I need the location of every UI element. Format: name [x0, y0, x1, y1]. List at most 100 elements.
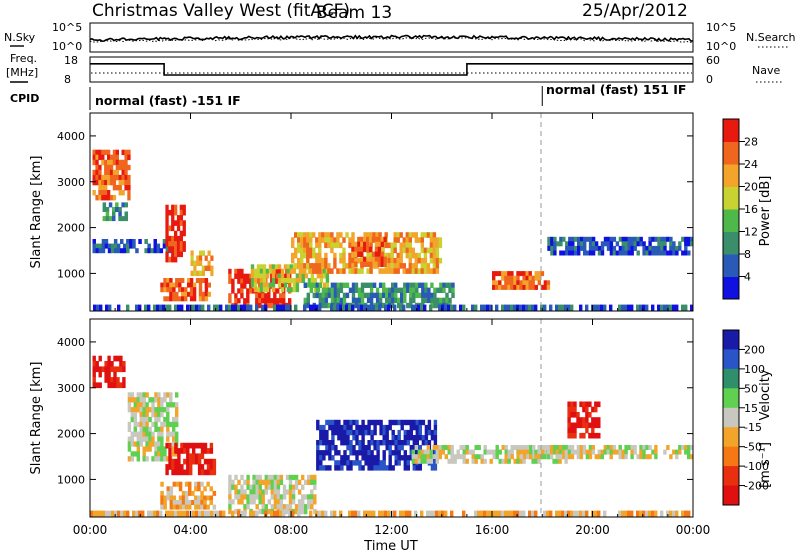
velocity-cell — [483, 510, 487, 518]
power-cell — [285, 304, 289, 312]
power-cell — [201, 278, 206, 283]
velocity-cell — [510, 454, 514, 460]
velocity-cell — [412, 465, 416, 471]
power-cell — [92, 239, 96, 244]
power-cell — [420, 237, 424, 243]
velocity-cell — [495, 449, 499, 455]
power-cell — [250, 282, 255, 288]
power-cell — [377, 246, 381, 253]
power-cell — [516, 304, 520, 312]
velocity-cell — [304, 504, 308, 510]
power-cell — [107, 149, 111, 156]
velocity-cell — [246, 504, 250, 510]
velocity-cell — [346, 435, 350, 441]
power-cell — [327, 263, 331, 269]
velocity-cell — [243, 504, 247, 510]
power-cell — [126, 304, 130, 312]
velocity-cell — [136, 421, 140, 428]
power-cell — [354, 251, 358, 257]
velocity-cell — [160, 436, 164, 442]
velocity-cell — [291, 494, 296, 500]
power-cell — [150, 248, 154, 254]
power-cell — [107, 195, 111, 201]
power-cell — [603, 236, 608, 242]
velocity-cell — [228, 494, 232, 500]
velocity-cell — [163, 421, 167, 428]
power-cell — [429, 242, 434, 249]
velocity-cell — [237, 499, 241, 505]
power-cell — [262, 264, 267, 270]
velocity-cell — [325, 429, 329, 436]
velocity-region — [567, 401, 601, 439]
velocity-cell — [174, 510, 178, 518]
power-cell — [333, 292, 338, 299]
power-cell — [201, 304, 205, 312]
power-cell — [374, 241, 379, 248]
velocity-cell — [633, 445, 637, 450]
velocity-cell — [406, 440, 410, 446]
power-cell — [339, 268, 343, 274]
velocity-cell — [340, 455, 344, 461]
power-cell — [172, 282, 176, 288]
velocity-cell — [160, 451, 164, 457]
power-cell — [394, 287, 398, 293]
power-cell — [597, 250, 602, 256]
velocity-cell — [148, 436, 152, 442]
power-cell — [565, 241, 569, 247]
power-cell — [153, 304, 157, 312]
velocity-cell — [178, 504, 183, 510]
velocity-cell — [532, 445, 536, 450]
power-cell — [385, 297, 389, 304]
velocity-cell — [113, 382, 117, 389]
power-cell — [583, 245, 587, 251]
velocity-cell — [133, 451, 137, 457]
power-cell — [627, 304, 631, 312]
velocity-cell — [307, 474, 311, 481]
velocity-cell — [175, 500, 180, 505]
velocity-cell — [95, 361, 99, 367]
power-cell — [228, 268, 232, 275]
power-cell — [633, 236, 637, 242]
velocity-cell — [107, 382, 111, 389]
velocity-cell — [585, 417, 589, 423]
power-colorbar-tick-label: 28 — [744, 136, 758, 149]
power-cell — [531, 304, 535, 312]
velocity-cell — [304, 508, 308, 515]
velocity-cell — [130, 412, 134, 418]
power-cell — [192, 282, 197, 288]
velocity-cell — [534, 458, 538, 464]
velocity-cell — [249, 494, 253, 500]
power-cell — [559, 250, 563, 256]
velocity-cell — [294, 504, 299, 510]
power-cell — [375, 287, 380, 293]
power-cell — [321, 302, 326, 309]
velocity-cell — [555, 445, 560, 450]
power-cell — [124, 202, 128, 208]
velocity-cell — [279, 494, 284, 500]
power-cell — [159, 248, 164, 254]
velocity-cell — [163, 451, 167, 457]
power-cell — [660, 304, 664, 312]
power-cell — [525, 304, 529, 312]
power-cell — [363, 246, 367, 253]
power-cell — [396, 237, 400, 243]
velocity-cell — [288, 510, 292, 518]
velocity-cell — [119, 382, 123, 389]
power-cell — [184, 296, 188, 302]
velocity-cell — [603, 449, 607, 455]
velocity-cell — [558, 458, 562, 464]
velocity-cell — [364, 450, 368, 456]
velocity-cell — [288, 484, 293, 490]
power-cell — [237, 304, 241, 312]
velocity-cell — [429, 454, 433, 460]
velocity-cell — [373, 465, 377, 471]
power-cell — [261, 298, 265, 304]
power-cell — [382, 287, 386, 293]
power-cell — [333, 237, 337, 243]
power-cell — [432, 268, 437, 274]
velocity-cell — [136, 446, 140, 452]
power-cell — [179, 220, 183, 226]
velocity-cell — [166, 416, 170, 423]
power-cell — [104, 239, 109, 244]
velocity-cell — [111, 510, 115, 518]
